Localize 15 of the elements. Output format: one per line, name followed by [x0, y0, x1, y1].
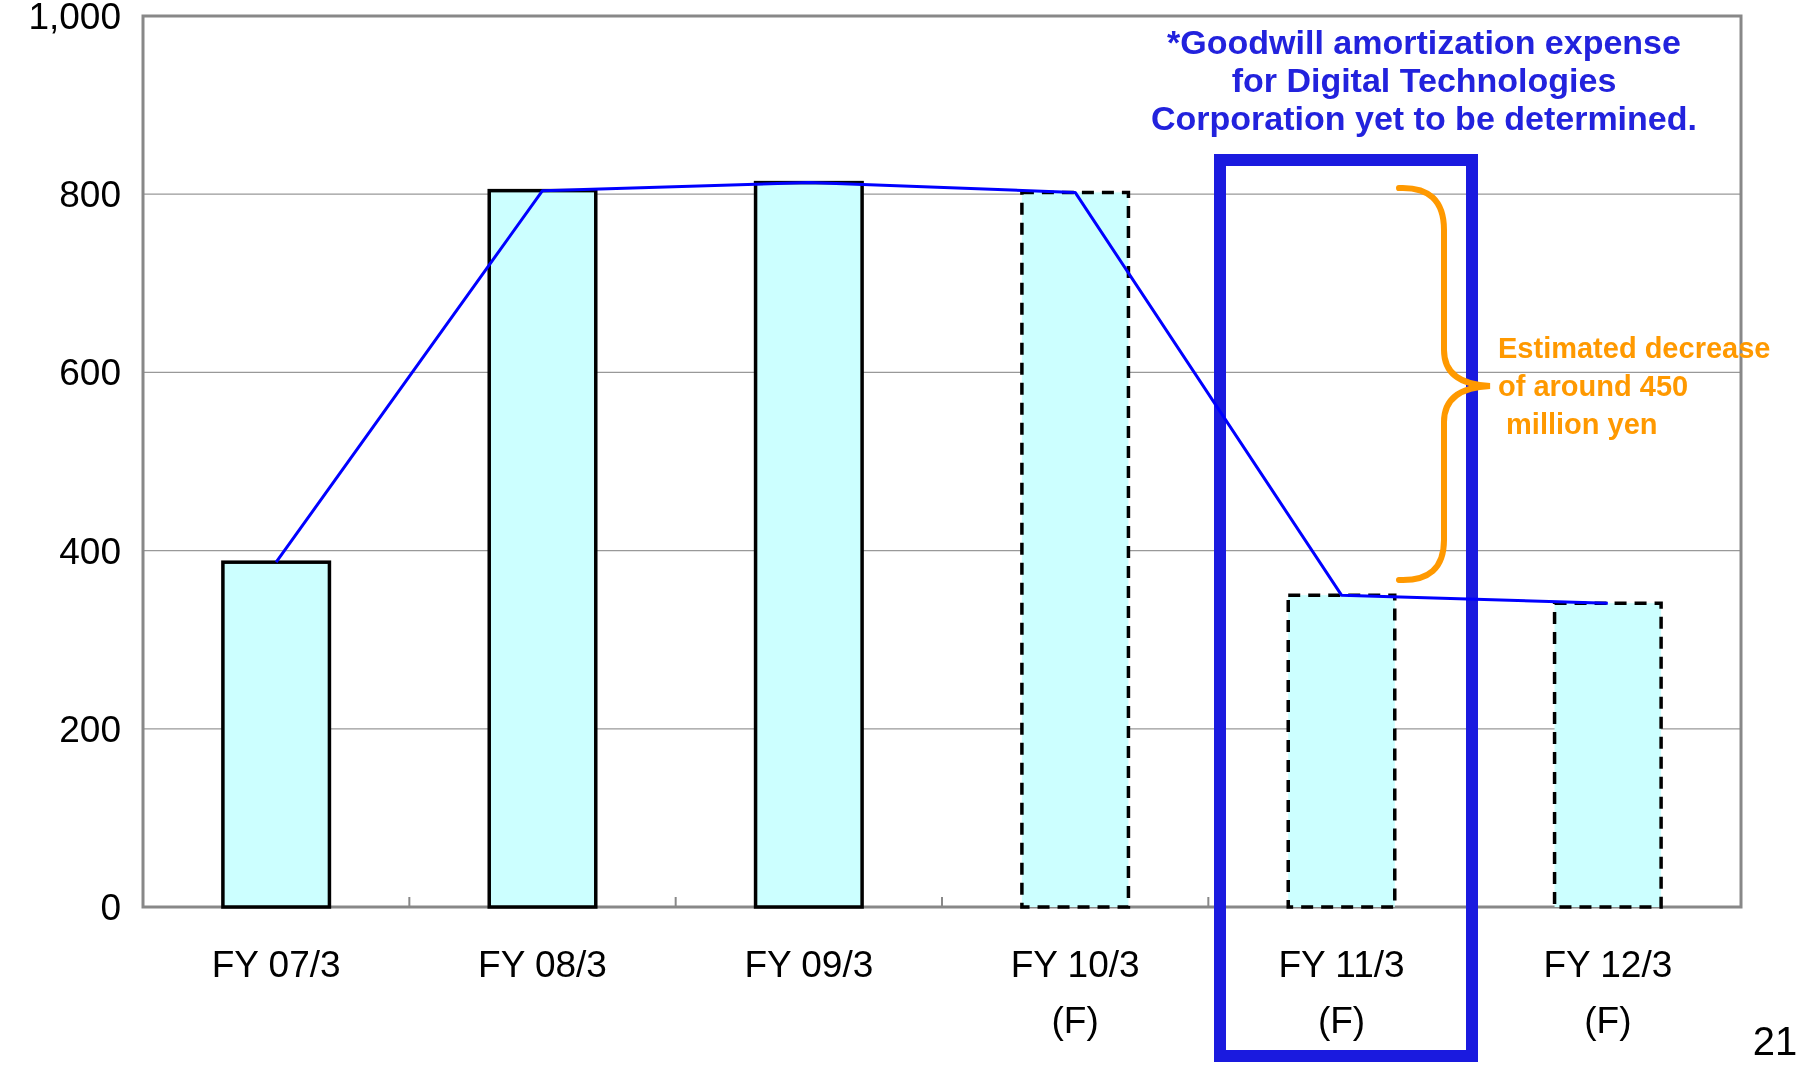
y-tick-label: 800: [59, 174, 121, 216]
x-tick-label: FY 10/3 (F): [1010, 944, 1140, 1041]
x-tick-label: FY 09/3: [744, 944, 874, 985]
y-tick-label: 200: [59, 708, 121, 750]
y-tick-label: 1,000: [28, 0, 121, 37]
text: 21: [1752, 1019, 1798, 1063]
annotation: *Goodwill amortization expense for Digital Technologies Corporation yet to be determined.: [1151, 23, 1697, 137]
x-tick-label: FY 08/3: [478, 944, 607, 985]
y-tick-label: 400: [59, 530, 121, 572]
y-tick-label: 0: [100, 886, 121, 928]
y-tick-label: 600: [59, 352, 121, 394]
x-tick-label: FY 11/3 (F): [1278, 944, 1405, 1041]
x-tick-label: FY 12/3 (F): [1543, 944, 1673, 1041]
x-tick-label: FY 07/3: [211, 944, 341, 985]
annotation: Estimated decrease of around 450 million yen: [1498, 332, 1771, 440]
